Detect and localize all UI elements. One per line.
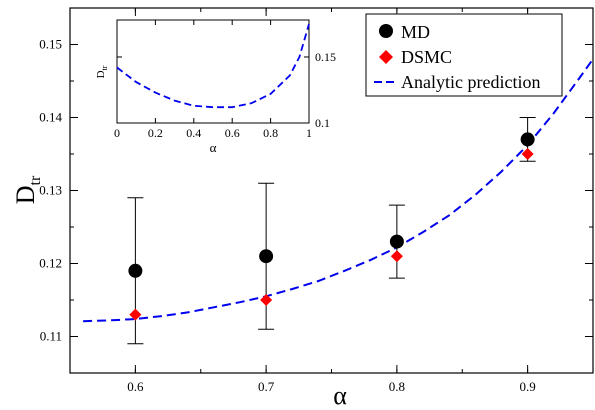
- analytic-prediction-curve: [83, 58, 593, 323]
- inset-xtick-label: 0.6: [225, 126, 240, 140]
- main-ylabel-sub: tr: [27, 175, 44, 185]
- inset-xtick-label: 0: [114, 126, 120, 140]
- inset-curve: [116, 23, 310, 109]
- main-ytick-label: 0.12: [39, 256, 62, 271]
- inset-plot-frame: [116, 19, 310, 124]
- main-xtick-label: 0.7: [258, 379, 275, 394]
- inset-xtick-label: 0.2: [148, 126, 163, 140]
- legend-dsmc-label: DSMC: [401, 47, 452, 67]
- main-ytick-label: 0.15: [39, 37, 62, 52]
- dsmc-point: [260, 294, 273, 306]
- main-ytick-label: 0.13: [39, 183, 62, 198]
- dsmc-point: [129, 308, 142, 321]
- main-ytick-label: 0.14: [39, 110, 62, 125]
- inset-xtick-label: 0.8: [263, 126, 278, 140]
- legend-analytic-label: Analytic prediction: [401, 72, 540, 92]
- main-xtick-label: 0.6: [127, 379, 144, 394]
- main-ytick-label: 0.11: [40, 329, 62, 344]
- inset-ylabel: Dtr: [95, 65, 109, 78]
- main-ylabel-main: D: [11, 186, 40, 205]
- inset-xtick-label: 1: [306, 126, 312, 140]
- md-point: [259, 249, 274, 264]
- inset-ylabel-sub: tr: [100, 65, 109, 70]
- legend-md-label: MD: [401, 22, 430, 42]
- main-xtick-label: 0.9: [520, 379, 536, 394]
- main-ylabel: Dtr: [11, 175, 44, 204]
- md-point: [389, 234, 404, 249]
- inset-ytick-label: 0.1: [315, 116, 330, 130]
- inset-ytick-label: 0.15: [315, 50, 336, 64]
- svg-text:Dtr: Dtr: [95, 65, 109, 78]
- legend: MD DSMC Analytic prediction: [365, 13, 563, 97]
- legend-md-marker: [379, 24, 393, 38]
- md-point: [520, 132, 535, 147]
- legend-dsmc-marker: [379, 50, 393, 64]
- inset-chart: 0 0.2 0.4 0.6 0.8 10.1 0.15 α Dtr: [95, 19, 336, 155]
- main-xtick-label: 0.8: [389, 379, 405, 394]
- dsmc-point: [521, 148, 534, 160]
- main-xlabel: α: [333, 381, 347, 410]
- inset-xlabel: α: [210, 140, 217, 155]
- md-point: [128, 263, 143, 278]
- dsmc-point: [390, 250, 403, 263]
- inset-xtick-label: 0.4: [186, 126, 201, 140]
- legend-box: [365, 13, 563, 97]
- svg-text:Dtr: Dtr: [11, 175, 44, 204]
- inset-ylabel-main: D: [95, 70, 107, 78]
